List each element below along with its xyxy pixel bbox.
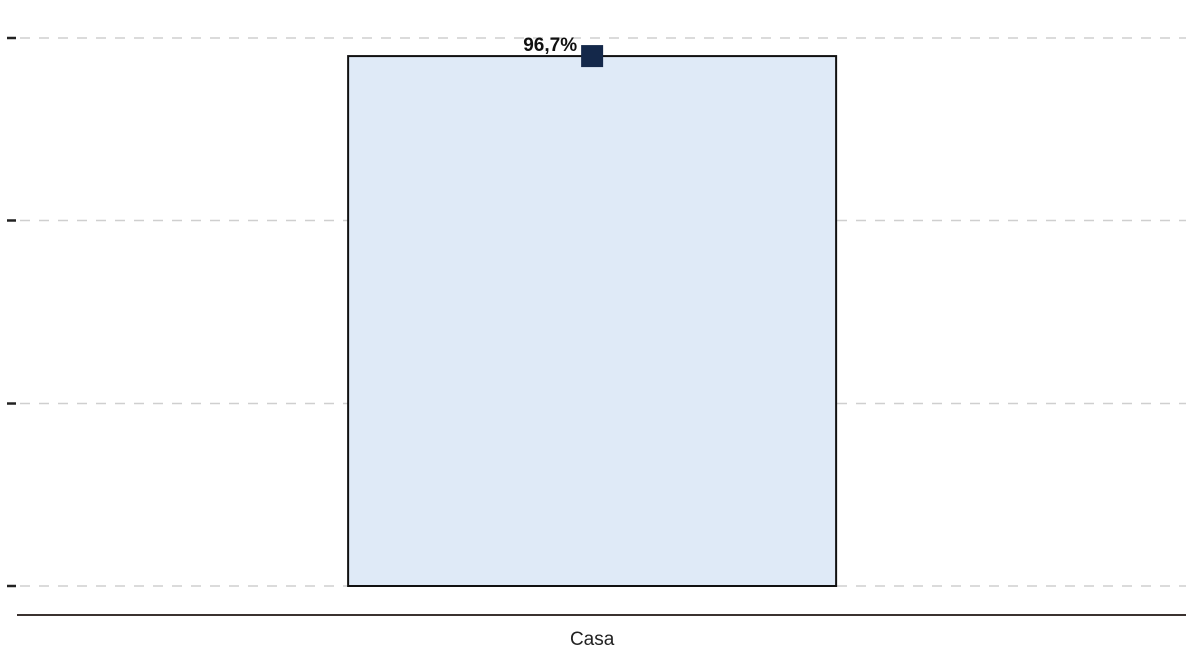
grid-layer bbox=[20, 37, 1186, 587]
category-label: Casa bbox=[570, 629, 615, 650]
data-label: 96,7% bbox=[523, 35, 577, 56]
labels-layer: 96,7% Casa bbox=[523, 35, 614, 650]
bars-layer bbox=[347, 45, 838, 588]
value-marker bbox=[581, 45, 604, 68]
bar-casa bbox=[347, 55, 838, 588]
y-axis-ticks bbox=[7, 36, 16, 588]
